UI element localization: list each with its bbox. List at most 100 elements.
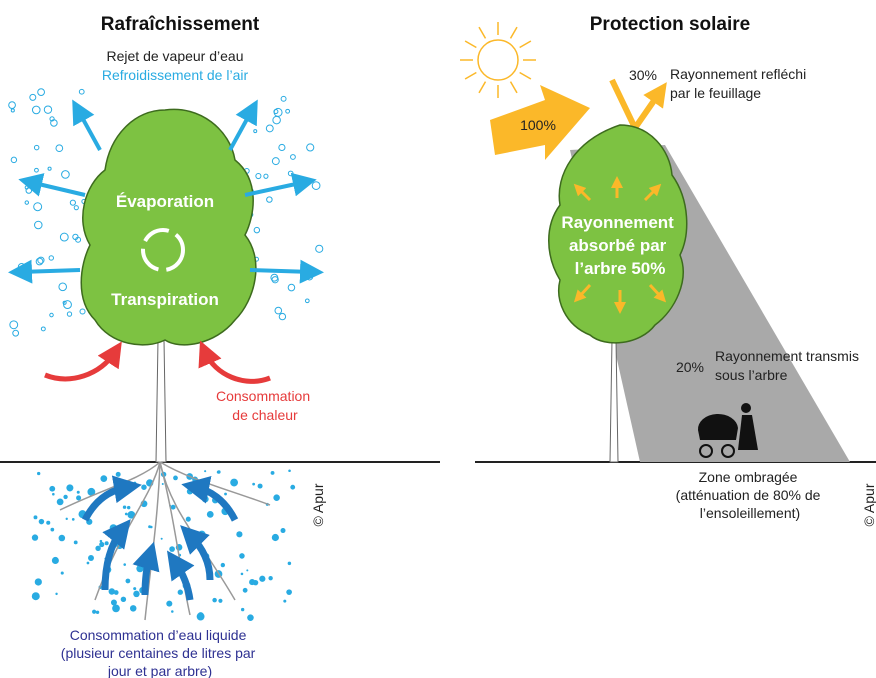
water-drop [141,485,146,490]
water-drop [52,493,55,496]
vapour-bubble [279,144,285,150]
reflected-arrow [612,80,660,128]
vapour-bubble [291,155,296,160]
water-drop [204,470,206,472]
line: l’ensoleillement) [700,505,800,521]
water-drop [258,484,263,489]
vapour-bubble [30,94,36,100]
water-drop [221,563,225,567]
water-drop [35,578,42,585]
label: 30% [629,67,657,83]
water-drop [161,538,163,540]
water-drop [218,599,222,603]
water-drop [202,496,209,503]
water-drop [32,534,38,540]
vapour-bubble [9,102,16,109]
line: sous l’arbre [715,367,788,383]
water-drop [169,546,175,552]
vapour-bubble [11,109,14,112]
water-drop [122,526,125,529]
sun-ray [479,82,486,93]
vapour-bubble [49,256,53,260]
vapour-bubble [266,125,273,132]
water-drop [290,485,295,490]
vapour-bubble [48,167,51,170]
water-drop [109,588,116,595]
water-drop [136,565,143,572]
trunk [610,340,618,462]
water-drop [247,614,254,621]
vapour-bubble [59,283,67,291]
line: Rayonnement transmis [715,348,859,364]
vapour-bubble [80,309,85,314]
vapour-bubble [62,171,70,179]
water-drop [224,493,227,496]
credit: © Apur [861,483,876,526]
water-drop [99,542,104,547]
sun-ray [479,27,486,38]
label: Zone ombragée (atténuation de 80% de l’e… [676,469,825,521]
vapour-bubble [25,201,28,204]
water-drop [133,587,136,590]
water-drop [217,471,220,474]
water-drop [50,528,54,532]
vapour-bubble [256,174,261,179]
label: 20% [676,359,704,375]
vapour-bubble [272,158,279,165]
water-drop [66,484,73,491]
vapour-bubble [26,274,30,278]
water-drop [66,518,68,520]
line: par le feuillage [670,85,761,101]
water-drop [171,610,174,613]
water-drop [96,611,99,614]
sun-ray [465,73,476,80]
vapour-bubble [10,321,18,329]
water-drop [32,592,40,600]
vapour-bubble [35,221,43,229]
canopy [81,109,256,344]
water-drop [46,521,50,525]
line: (atténuation de 80% de [676,487,821,503]
water-drop [181,560,184,563]
title: Rafraîchissement [101,14,260,35]
water-drop [286,589,292,595]
water-drop [148,525,151,528]
sun [460,22,536,98]
vapour-bubble [13,330,19,336]
water-drop [283,600,286,603]
line: Consommation [216,388,310,404]
water-drop [59,535,66,542]
water-drop [126,579,131,584]
line: Consommation d’eau liquide [70,627,247,643]
water-drop [198,531,206,539]
credit: © Apur [310,483,326,526]
water-drop [100,540,103,543]
water-drop [105,541,109,545]
water-drop [57,498,64,505]
line: (plusieur centaines de litres par [61,645,256,661]
water-drop [271,471,275,475]
water-drop [249,579,255,585]
vapour-bubble [18,264,24,270]
water-drop [212,598,216,602]
vapour-bubble [273,116,280,123]
vapour-bubble [305,299,309,303]
vapour-bubble [56,145,63,152]
water-drop [77,491,80,494]
water-drop [241,573,244,576]
water-drop [252,483,255,486]
water-drop [259,576,265,582]
water-drop [133,591,139,597]
water-drop [241,608,244,611]
water-drop [288,562,291,565]
water-drop [76,495,81,500]
vapour-bubble [32,106,40,114]
water-drop [162,483,164,485]
sun-ray [465,41,476,48]
water-drop [123,563,126,566]
vapour-bubble [44,106,51,113]
water-drop [88,555,94,561]
vapour-bubble [275,307,282,314]
vapour-bubble [38,89,45,96]
vapour-bubble [35,168,39,172]
